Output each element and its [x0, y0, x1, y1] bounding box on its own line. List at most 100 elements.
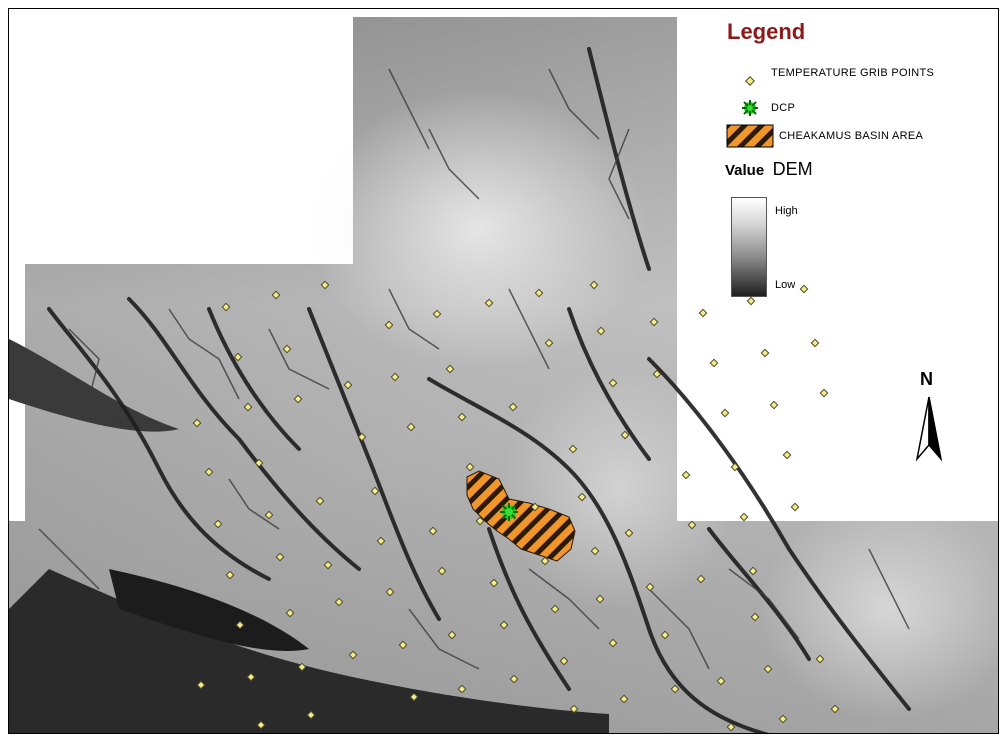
grib-point	[297, 662, 307, 672]
grib-point	[530, 502, 540, 512]
grib-point	[323, 560, 333, 570]
grib-point	[590, 546, 600, 556]
grib-point	[726, 722, 736, 732]
grib-points-layer	[192, 280, 840, 732]
grib-point	[343, 380, 353, 390]
grib-point	[390, 372, 400, 382]
grib-point	[457, 412, 467, 422]
grib-point	[484, 298, 494, 308]
grib-point	[221, 302, 231, 312]
grib-point	[730, 462, 740, 472]
grib-point	[649, 317, 659, 327]
dem-map	[9, 17, 998, 733]
legend-item-grib: TEMPERATURE GRIB POINTS	[727, 61, 934, 85]
grib-point	[748, 566, 758, 576]
grib-point	[544, 338, 554, 348]
grib-point	[550, 604, 560, 614]
grib-point	[645, 582, 655, 592]
grib-point	[720, 408, 730, 418]
grib-point	[750, 612, 760, 622]
cheakamus-basin-polygon	[466, 470, 576, 562]
legend-dcp-symbol	[742, 100, 758, 116]
dem-raster	[9, 17, 998, 733]
grib-point	[285, 608, 295, 618]
grib-point	[698, 308, 708, 318]
legend-label-grib: TEMPERATURE GRIB POINTS	[771, 67, 935, 79]
grib-point	[233, 352, 243, 362]
grib-point	[428, 526, 438, 536]
grib-point	[760, 348, 770, 358]
grib-point	[384, 320, 394, 330]
grib-point	[696, 574, 706, 584]
grib-point	[499, 620, 509, 630]
grib-point	[810, 338, 820, 348]
grib-point	[815, 654, 825, 664]
grib-point	[608, 638, 618, 648]
grib-point	[334, 597, 344, 607]
grib-point	[778, 714, 788, 724]
grib-point	[739, 512, 749, 522]
ramp-high-label: High	[775, 205, 798, 217]
dcp-marker	[500, 503, 518, 521]
grib-point	[204, 467, 214, 477]
grib-point	[432, 309, 442, 319]
grib-point	[577, 492, 587, 502]
legend-dem-label: DEM	[772, 159, 813, 179]
grib-point	[716, 676, 726, 686]
grib-point	[508, 402, 518, 412]
grib-point	[681, 470, 691, 480]
grib-point	[447, 630, 457, 640]
grib-point	[348, 650, 358, 660]
grib-point	[225, 570, 235, 580]
grib-point	[406, 422, 416, 432]
grib-point	[385, 587, 395, 597]
grib-point	[670, 684, 680, 694]
grib-point	[213, 519, 223, 529]
grib-point	[569, 704, 579, 714]
grib-point	[437, 566, 447, 576]
grib-point	[559, 656, 569, 666]
grib-point	[619, 694, 629, 704]
legend-value-row: Value DEM	[725, 159, 813, 180]
legend-grib-symbol	[745, 76, 755, 86]
grib-point	[192, 418, 202, 428]
grib-point	[264, 510, 274, 520]
grib-point	[799, 284, 809, 294]
legend-label-dcp: DCP	[771, 102, 796, 114]
legend-item-basin: CHEAKAMUS BASIN AREA	[727, 124, 923, 148]
grib-point	[782, 450, 792, 460]
legend-item-dcp: DCP	[727, 96, 795, 120]
grib-point	[652, 369, 662, 379]
grib-point	[235, 620, 245, 630]
grib-point	[624, 528, 634, 538]
grib-point	[746, 296, 756, 306]
grib-point	[357, 432, 367, 442]
grib-point	[769, 400, 779, 410]
grib-point	[620, 430, 630, 440]
grib-point	[465, 462, 475, 472]
grib-point	[306, 710, 316, 720]
grib-point	[445, 364, 455, 374]
ramp-low-label: Low	[775, 279, 796, 291]
grib-point	[687, 520, 697, 530]
north-arrow	[915, 396, 943, 462]
grib-point	[489, 578, 499, 588]
grib-point	[243, 402, 253, 412]
grib-point	[246, 672, 256, 682]
legend-value-label: Value	[725, 162, 765, 179]
grib-point	[282, 344, 292, 354]
grib-point	[830, 704, 840, 714]
grib-point	[256, 720, 266, 730]
grib-point	[475, 516, 485, 526]
grib-point	[790, 502, 800, 512]
grib-point	[275, 552, 285, 562]
grib-point	[540, 556, 550, 566]
grib-point	[596, 326, 606, 336]
north-label: N	[920, 369, 933, 389]
grib-point	[376, 536, 386, 546]
grib-point	[534, 288, 544, 298]
grib-point	[819, 388, 829, 398]
grib-point	[254, 458, 264, 468]
grib-point	[409, 692, 419, 702]
grib-point	[293, 394, 303, 404]
